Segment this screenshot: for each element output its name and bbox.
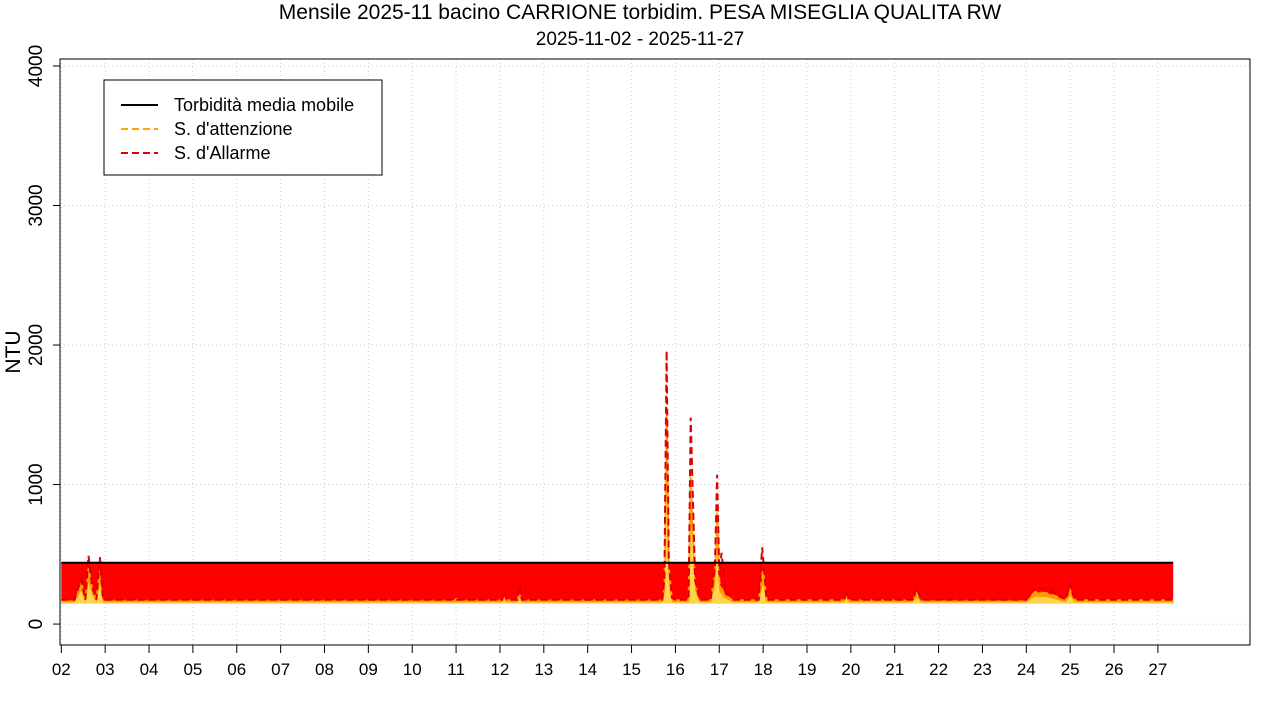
y-tick-label: 0 xyxy=(26,619,47,630)
x-tick-label: 18 xyxy=(754,660,773,679)
x-tick-label: 04 xyxy=(140,660,159,679)
series-lines xyxy=(61,350,1174,602)
alarm-band-fill xyxy=(61,562,1174,604)
x-tick-label: 19 xyxy=(798,660,817,679)
x-tick-label: 14 xyxy=(578,660,597,679)
legend: Torbidità media mobile S. d'attenzione S. … xyxy=(103,79,383,176)
alarm-threshold-line xyxy=(61,350,1174,602)
x-tick-label: 23 xyxy=(973,660,992,679)
legend-label: S. d'attenzione xyxy=(174,119,293,139)
x-tick-label: 20 xyxy=(841,660,860,679)
x-axis: 02 03 04 05 06 07 08 09 10 11 12 13 14 15 16 17 18 19 20 21… xyxy=(52,645,1167,679)
legend-box xyxy=(103,79,383,176)
y-tick-label: 3000 xyxy=(26,184,47,226)
x-tick-label: 27 xyxy=(1148,660,1167,679)
x-tick-label: 21 xyxy=(885,660,904,679)
y-tick-label: 2000 xyxy=(26,324,47,366)
x-tick-label: 22 xyxy=(929,660,948,679)
x-tick-label: 17 xyxy=(710,660,729,679)
y-tick-label: 4000 xyxy=(26,45,47,87)
x-tick-label: 10 xyxy=(403,660,422,679)
x-tick-label: 02 xyxy=(52,660,71,679)
x-tick-label: 11 xyxy=(447,660,465,679)
x-tick-label: 13 xyxy=(534,660,553,679)
area-fills xyxy=(61,414,1174,604)
legend-label: S. d'Allarme xyxy=(174,143,270,163)
legend-label: Torbidità media mobile xyxy=(174,95,354,115)
chart-title: Mensile 2025-11 bacino CARRIONE torbidim… xyxy=(278,1,1002,24)
y-tick-label: 1000 xyxy=(26,463,47,505)
x-tick-label: 06 xyxy=(227,660,246,679)
x-tick-label: 03 xyxy=(96,660,115,679)
chart-subtitle: 2025-11-02 - 2025-11-27 xyxy=(535,29,745,50)
x-tick-label: 24 xyxy=(1017,660,1036,679)
x-tick-label: 08 xyxy=(315,660,334,679)
x-tick-label: 26 xyxy=(1105,660,1124,679)
x-tick-label: 07 xyxy=(271,660,290,679)
plot-frame xyxy=(59,58,1251,646)
x-tick-label: 25 xyxy=(1061,660,1080,679)
grid xyxy=(60,59,1250,645)
x-tick-label: 12 xyxy=(490,660,509,679)
x-tick-label: 05 xyxy=(183,660,202,679)
y-axis: 0 1000 2000 3000 4000 xyxy=(26,45,60,630)
x-tick-label: 15 xyxy=(622,660,641,679)
x-tick-label: 09 xyxy=(359,660,378,679)
x-tick-label: 16 xyxy=(666,660,685,679)
y-axis-label: NTU xyxy=(2,330,25,373)
